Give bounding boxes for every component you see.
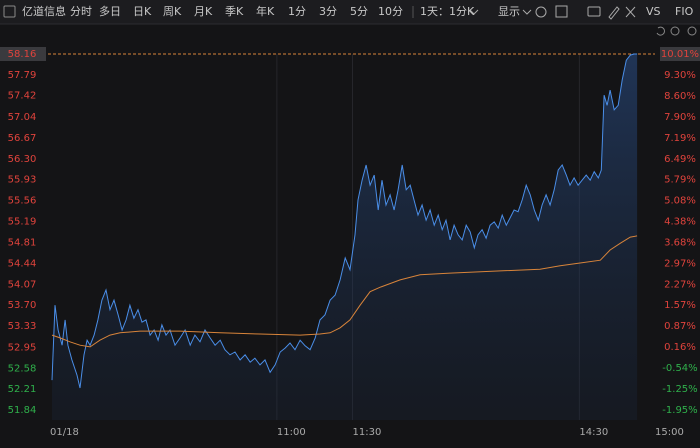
y-tick-label: 56.30 [8,154,37,165]
period-tab[interactable]: 多日 [99,4,121,18]
y2-tick-label: 6.49% [664,154,696,165]
y2-tick-label: 0.16% [664,342,696,353]
period-tab[interactable]: 日K [133,5,152,18]
y-tick-label: 57.42 [8,91,37,102]
y-tick-label: 57.04 [8,112,37,123]
settings-icon[interactable] [535,6,547,18]
period-select[interactable]: 1天：1分K [420,5,475,18]
stock-icon[interactable] [3,5,16,18]
dropdown-arrow[interactable] [522,9,532,15]
x-tick-label: 14:30 [579,427,608,438]
y-tick-label: 55.56 [8,195,37,206]
y-tick-label: 58.16 [8,49,37,60]
period-tab[interactable]: 分时 [70,5,92,18]
zoom-in-icon[interactable] [687,26,697,36]
camera-icon[interactable] [587,6,601,17]
y2-tick-label: 2.97% [664,259,696,270]
price-highlight [0,47,46,61]
dropdown-arrow[interactable] [469,9,479,15]
pen-icon[interactable] [608,6,620,20]
toolbar-bg [0,0,700,24]
y2-tick-label: 2.27% [664,279,696,290]
y-tick-label: 55.93 [8,175,37,186]
x-tick-label: 11:00 [277,427,306,438]
y2-tick-label: 8.60% [664,91,696,102]
y2-tick-label: 7.90% [664,112,696,123]
y2-tick-label: -1.25% [662,384,697,395]
y-tick-label: 54.44 [8,259,37,270]
x-tick-label: 01/18 [50,427,79,438]
period-tab[interactable]: 年K [256,4,275,18]
fio-button[interactable]: FIO [675,5,694,18]
checkbox-icon[interactable] [555,5,568,18]
y2-tick-label: 1.57% [664,300,696,311]
y-tick-label: 51.84 [8,405,37,416]
y2-tick-label: 5.08% [664,196,696,207]
period-tab[interactable]: 3分 [319,5,337,18]
y-tick-label: 54.81 [8,238,37,249]
y-tick-label: 53.33 [8,321,37,332]
y2-tick-label: -0.54% [662,363,697,374]
y-tick-label: 53.70 [8,300,37,311]
x-tick-label: 15:00 [655,427,684,438]
y-tick-label: 54.07 [8,279,37,290]
price-line [51,53,638,389]
percent-highlight [660,47,700,61]
zoom-out-icon[interactable] [670,26,680,36]
y2-tick-label: 3.68% [664,237,696,248]
y2-tick-label: 10.01% [661,49,699,60]
period-tab[interactable]: 季K [225,5,244,18]
reset-icon[interactable] [656,26,665,36]
y-tick-label: 56.67 [8,133,37,144]
y2-tick-label: 4.38% [664,217,696,228]
y2-tick-label: 5.79% [664,175,696,186]
price-area [52,54,638,420]
y2-tick-label: 7.19% [664,133,696,144]
y2-tick-label: 0.87% [664,321,696,332]
period-tab[interactable]: 5分 [350,5,368,18]
y2-tick-label: 9.30% [664,70,696,81]
y-tick-label: 57.79 [8,70,37,81]
close-icon[interactable] [625,6,636,18]
y-tick-label: 52.21 [8,384,37,395]
period-tab[interactable]: 10分 [378,5,403,18]
stock-name[interactable]: 亿道信息 [22,4,66,18]
period-tab[interactable]: 1分 [288,5,306,18]
vs-button[interactable]: VS [646,5,661,18]
y-tick-label: 52.58 [8,363,37,374]
display-menu[interactable]: 显示 [498,5,520,18]
x-tick-label: 11:30 [353,427,382,438]
average-line [51,235,638,348]
y-tick-label: 52.95 [8,342,37,353]
period-tab[interactable]: 周K [163,5,182,18]
y2-tick-label: -1.95% [662,405,697,416]
y-tick-label: 55.19 [8,216,37,227]
period-tab[interactable]: 月K [194,5,213,18]
